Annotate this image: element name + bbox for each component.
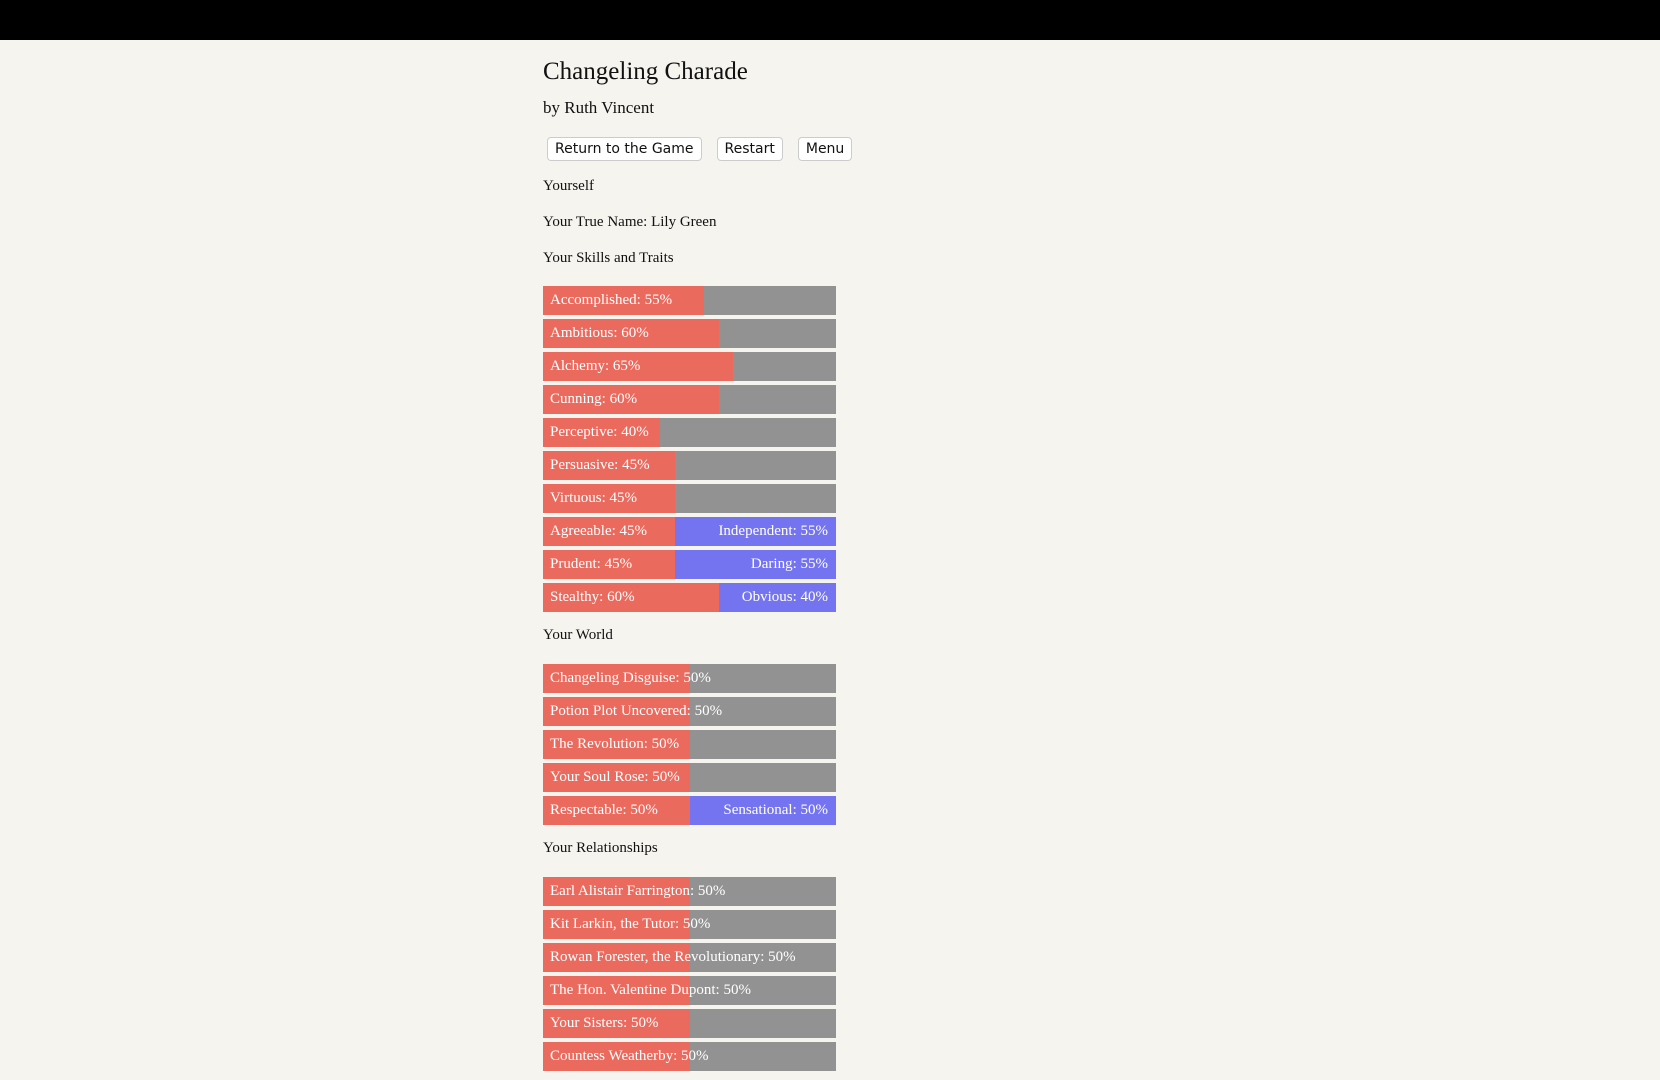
stat-label: Stealthy: 60% [550, 589, 635, 605]
stat-fill [543, 976, 690, 1005]
stat-label: Alchemy: 65% [550, 358, 641, 374]
opposed-fill [674, 550, 836, 579]
stat-bar: The Hon. Valentine Dupont: 50% [543, 976, 836, 1005]
stat-bar: Your Soul Rose: 50% [543, 763, 836, 792]
stat-label: Your Sisters: 50% [550, 1015, 659, 1031]
game-title: Changeling Charade [543, 58, 748, 85]
true-name: Your True Name: Lily Green [543, 214, 717, 230]
stat-label: Changeling Disguise: 50% [550, 670, 711, 686]
section-title: Yourself [543, 178, 594, 194]
section-heading: Your Skills and Traits [543, 250, 674, 266]
stat-label: Persuasive: 45% [550, 457, 650, 473]
stat-fill [543, 319, 719, 348]
stat-bar: Cunning: 60% [543, 385, 836, 414]
section-heading: Your World [543, 627, 613, 643]
stat-fill [543, 451, 675, 480]
stat-label: Agreeable: 45% [550, 523, 648, 539]
restart-button[interactable]: Restart [716, 137, 783, 161]
stat-fill [543, 583, 719, 612]
stat-bar: Virtuous: 45% [543, 484, 836, 513]
stat-bar: Rowan Forester, the Revolutionary: 50% [543, 943, 836, 972]
stat-fill [543, 763, 690, 792]
stat-label: Rowan Forester, the Revolutionary: 50% [550, 949, 796, 965]
top-bar [0, 0, 1660, 40]
stat-fill [543, 664, 690, 693]
stat-bar: Countess Weatherby: 50% [543, 1042, 836, 1071]
stat-label: Virtuous: 45% [550, 490, 638, 506]
stat-bar: Accomplished: 55% [543, 286, 836, 315]
stat-fill [543, 352, 734, 381]
opposed-label: Daring: 55% [750, 556, 828, 572]
stat-label: Perceptive: 40% [550, 424, 649, 440]
opposed-fill [718, 583, 836, 612]
stat-bar: Stealthy: 60% Obvious: 40% [543, 583, 836, 612]
section-heading: Your Relationships [543, 840, 658, 856]
stat-fill [543, 730, 690, 759]
menu-button[interactable]: Menu [797, 137, 853, 161]
stat-bar: The Revolution: 50% [543, 730, 836, 759]
stat-bar: Respectable: 50% Sensational: 50% [543, 796, 836, 825]
stat-fill [543, 943, 690, 972]
opposed-label: Obvious: 40% [741, 589, 828, 605]
author: by Ruth Vincent [543, 98, 655, 117]
stat-label: The Hon. Valentine Dupont: 50% [550, 982, 751, 998]
stat-label: The Revolution: 50% [550, 736, 680, 752]
stat-fill [543, 1042, 690, 1071]
stat-label: Respectable: 50% [550, 802, 658, 818]
stat-fill [543, 484, 675, 513]
stat-label: Cunning: 60% [550, 391, 638, 407]
stat-label: Accomplished: 55% [550, 292, 673, 308]
stat-label: Earl Alistair Farrington: 50% [550, 883, 726, 899]
stat-bar: Kit Larkin, the Tutor: 50% [543, 910, 836, 939]
stat-bar: Potion Plot Uncovered: 50% [543, 697, 836, 726]
stat-fill [543, 697, 690, 726]
stat-fill [543, 517, 675, 546]
opposed-label: Sensational: 50% [723, 802, 828, 818]
stat-fill [543, 1009, 690, 1038]
stat-label: Countess Weatherby: 50% [550, 1048, 709, 1064]
opposed-fill [674, 517, 836, 546]
stat-fill [543, 418, 661, 447]
stat-bar: Changeling Disguise: 50% [543, 664, 836, 693]
return-button[interactable]: Return to the Game [547, 137, 702, 161]
stat-label: Potion Plot Uncovered: 50% [550, 703, 723, 719]
stat-bar: Prudent: 45% Daring: 55% [543, 550, 836, 579]
stat-label: Ambitious: 60% [550, 325, 649, 341]
stat-bar: Persuasive: 45% [543, 451, 836, 480]
opposed-fill [689, 796, 836, 825]
stat-fill [543, 286, 705, 315]
stat-label: Prudent: 45% [550, 556, 633, 572]
stat-bar: Perceptive: 40% [543, 418, 836, 447]
stat-bar: Your Sisters: 50% [543, 1009, 836, 1038]
stat-bar: Earl Alistair Farrington: 50% [543, 877, 836, 906]
stat-fill [543, 796, 690, 825]
stat-label: Your Soul Rose: 50% [550, 769, 680, 785]
stat-fill [543, 910, 690, 939]
button-row: Return to the Game Restart Menu [547, 137, 853, 161]
stat-bar: Agreeable: 45% Independent: 55% [543, 517, 836, 546]
stat-label: Kit Larkin, the Tutor: 50% [550, 916, 711, 932]
stat-bar: Ambitious: 60% [543, 319, 836, 348]
stat-fill [543, 385, 719, 414]
stat-fill [543, 877, 690, 906]
stat-bar: Alchemy: 65% [543, 352, 836, 381]
stat-fill [543, 550, 675, 579]
opposed-label: Independent: 55% [718, 523, 828, 539]
